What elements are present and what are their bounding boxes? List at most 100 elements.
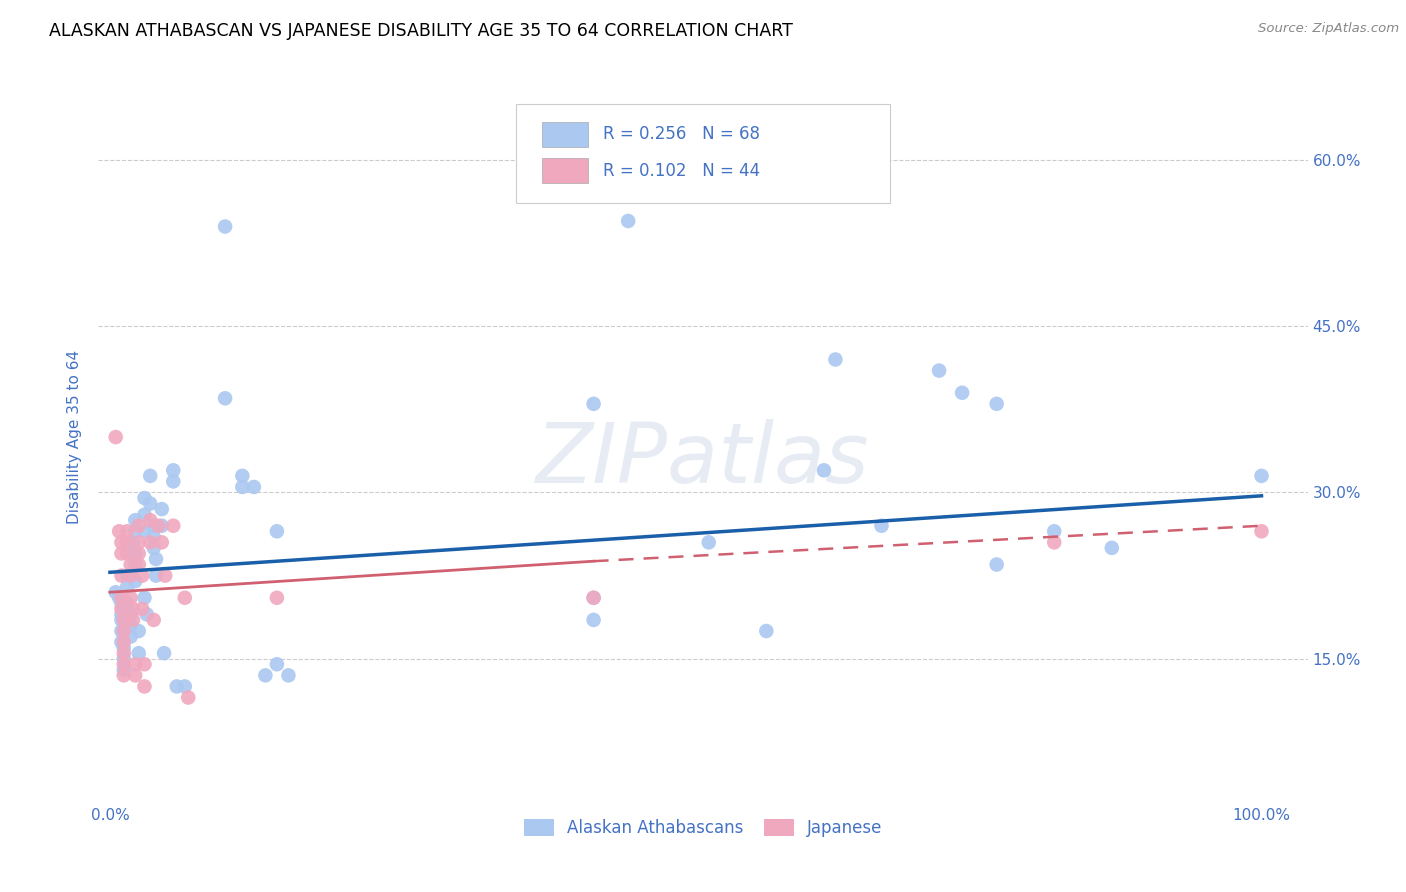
Point <box>582 591 605 605</box>
Point <box>214 392 236 406</box>
Point <box>124 546 146 560</box>
FancyBboxPatch shape <box>543 122 588 146</box>
Point <box>124 574 146 589</box>
Point <box>112 613 135 627</box>
Point <box>824 352 846 367</box>
Point <box>115 546 138 560</box>
Point <box>112 635 135 649</box>
Point <box>150 518 173 533</box>
Point <box>108 524 131 539</box>
Point <box>120 607 142 622</box>
Point <box>124 524 146 539</box>
Point <box>120 558 142 572</box>
Point <box>110 624 132 638</box>
Point <box>950 385 973 400</box>
Point <box>266 524 288 539</box>
Point <box>1250 524 1272 539</box>
Point <box>214 219 236 234</box>
Point <box>697 535 720 549</box>
Point <box>120 568 142 582</box>
Point <box>155 568 177 582</box>
Point <box>120 591 142 605</box>
Point <box>173 680 195 694</box>
Point <box>128 558 150 572</box>
Point <box>110 607 132 622</box>
Point <box>1043 524 1066 539</box>
Point <box>134 491 156 505</box>
Text: ALASKAN ATHABASCAN VS JAPANESE DISABILITY AGE 35 TO 64 CORRELATION CHART: ALASKAN ATHABASCAN VS JAPANESE DISABILIT… <box>49 22 793 40</box>
Point <box>266 657 288 672</box>
Point <box>115 596 138 610</box>
Point <box>139 513 162 527</box>
Point <box>115 568 138 582</box>
FancyBboxPatch shape <box>543 159 588 183</box>
Point <box>131 602 153 616</box>
Point <box>266 591 288 605</box>
Point <box>254 668 277 682</box>
Point <box>128 546 150 560</box>
Point <box>134 657 156 672</box>
Point <box>1101 541 1123 555</box>
Point <box>139 468 162 483</box>
Text: Source: ZipAtlas.com: Source: ZipAtlas.com <box>1258 22 1399 36</box>
Point <box>153 646 176 660</box>
Point <box>142 518 165 533</box>
Legend: Alaskan Athabascans, Japanese: Alaskan Athabascans, Japanese <box>516 811 890 846</box>
Point <box>142 613 165 627</box>
Point <box>120 630 142 644</box>
Point <box>139 497 162 511</box>
Point <box>122 613 145 627</box>
FancyBboxPatch shape <box>516 104 890 203</box>
Point <box>112 651 135 665</box>
Point <box>582 397 605 411</box>
Point <box>755 624 778 638</box>
Point <box>124 657 146 672</box>
Point <box>110 568 132 582</box>
Point <box>162 475 184 489</box>
Point <box>231 468 253 483</box>
Point <box>128 624 150 638</box>
Point <box>112 624 135 638</box>
Y-axis label: Disability Age 35 to 64: Disability Age 35 to 64 <box>67 350 83 524</box>
Point <box>128 646 150 660</box>
Point <box>1043 535 1066 549</box>
Point <box>112 646 135 660</box>
Point <box>139 535 162 549</box>
Point <box>166 680 188 694</box>
Text: R = 0.102   N = 44: R = 0.102 N = 44 <box>603 161 759 180</box>
Point <box>122 602 145 616</box>
Point <box>134 508 156 522</box>
Point <box>134 680 156 694</box>
Point <box>110 546 132 560</box>
Point <box>986 397 1008 411</box>
Point <box>870 518 893 533</box>
Point <box>120 618 142 632</box>
Point <box>162 518 184 533</box>
Point <box>813 463 835 477</box>
Point <box>110 613 132 627</box>
Point <box>1250 468 1272 483</box>
Point <box>124 513 146 527</box>
Point <box>134 524 156 539</box>
Point <box>112 657 135 672</box>
Point <box>122 535 145 549</box>
Point <box>145 552 167 566</box>
Point <box>243 480 266 494</box>
Point <box>231 480 253 494</box>
Point <box>104 430 127 444</box>
Point <box>110 635 132 649</box>
Point <box>277 668 299 682</box>
Point <box>617 214 640 228</box>
Point <box>131 568 153 582</box>
Point <box>124 558 146 572</box>
Point <box>928 363 950 377</box>
Point <box>115 535 138 549</box>
Text: R = 0.256   N = 68: R = 0.256 N = 68 <box>603 125 759 144</box>
Point <box>582 613 605 627</box>
Point <box>177 690 200 705</box>
Point <box>134 591 156 605</box>
Point <box>148 518 170 533</box>
Point <box>112 663 135 677</box>
Point <box>112 668 135 682</box>
Point <box>104 585 127 599</box>
